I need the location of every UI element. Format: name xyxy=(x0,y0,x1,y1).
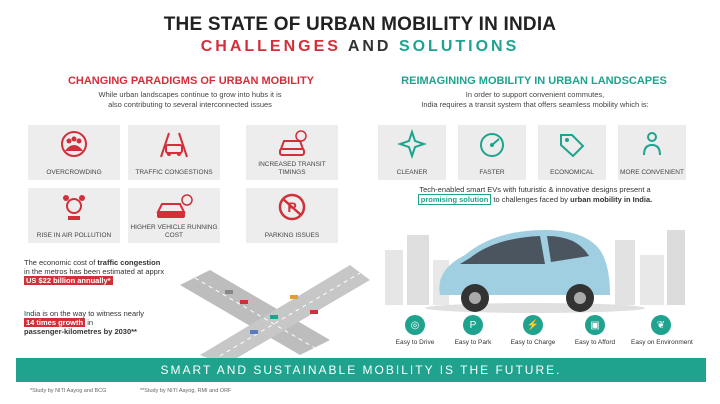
congestion-cost-note: The economic cost of traffic congestion … xyxy=(24,258,184,285)
tech-text: Tech-enabled smart EVs with futuristic &… xyxy=(419,185,651,194)
tile-label: MORE CONVENIENT xyxy=(620,168,684,176)
subtitle-challenges: CHALLENGES xyxy=(200,38,341,55)
easy-on-environment: ❦ Easy on Environment xyxy=(631,315,693,346)
electric-car-city-illustration xyxy=(385,230,685,313)
easy-to-afford: ▣ Easy to Afford xyxy=(565,315,625,346)
parking-icon: P xyxy=(463,315,483,335)
tile-label: OVERCROWDING xyxy=(46,168,102,176)
tile-more-convenient: MORE CONVENIENT xyxy=(618,125,686,180)
footnote-2: **Study by NITI Aayog, RMI and ORF xyxy=(140,388,232,394)
tile-label: RISE IN AIR POLLUTION xyxy=(36,231,112,239)
easy-label: Easy to Park xyxy=(454,339,492,346)
growth-note: India is on the way to witness nearly 14… xyxy=(24,309,184,336)
page-subtitle: CHALLENGES AND SOLUTIONS xyxy=(0,38,720,56)
note-text: The economic cost of xyxy=(24,258,98,267)
subtitle-solutions: SOLUTIONS xyxy=(398,38,520,55)
future-banner: SMART AND SUSTAINABLE MOBILITY IS THE FU… xyxy=(16,358,706,382)
left-intro-line-1: While urban landscapes continue to grow … xyxy=(98,90,282,99)
traffic-icon xyxy=(128,129,220,159)
charge-icon: ⚡ xyxy=(523,315,543,335)
person-icon xyxy=(618,129,686,159)
right-intro-line-2: India requires a transit system that off… xyxy=(421,100,649,109)
car-clock-icon xyxy=(246,129,338,159)
promising-solution-highlight: promising solution xyxy=(417,194,492,205)
right-section-heading: REIMAGINING MOBILITY IN URBAN LANDSCAPES xyxy=(401,75,667,87)
tile-label: CLEANER xyxy=(396,168,428,176)
car-cost-icon xyxy=(128,192,220,222)
right-intro: In order to support convenient commutes,… xyxy=(380,90,690,110)
left-section-heading: CHANGING PARADIGMS OF URBAN MOBILITY xyxy=(67,75,315,87)
tile-overcrowding: OVERCROWDING xyxy=(28,125,120,180)
note-text: in xyxy=(85,318,94,327)
tech-text: to challenges faced by xyxy=(491,195,571,204)
tile-parking-issues: P PARKING ISSUES xyxy=(246,188,338,243)
tile-traffic-congestions: TRAFFIC CONGESTIONS xyxy=(128,125,220,180)
easy-to-drive: ◎ Easy to Drive xyxy=(385,315,445,346)
tile-rise-in-air-pollution: RISE IN AIR POLLUTION xyxy=(28,188,120,243)
tile-label: INCREASED TRANSIT TIMINGS xyxy=(258,161,326,176)
tile-higher-vehicle-running-cost: HIGHER VEHICLE RUNNING COST xyxy=(128,188,220,243)
note-strong: traffic congestion xyxy=(97,258,161,267)
right-intro-line-1: In order to support convenient commutes, xyxy=(465,90,605,99)
congestion-cost-highlight: US $22 billion annually* xyxy=(24,276,113,285)
tile-label: PARKING ISSUES xyxy=(264,231,320,239)
tile-label: TRAFFIC CONGESTIONS xyxy=(135,168,213,176)
easy-label: Easy to Drive xyxy=(395,339,435,346)
easy-label: Easy on Environment xyxy=(631,339,693,346)
note-strong: passenger-kilometres by 2030** xyxy=(24,327,137,336)
easy-label: Easy to Afford xyxy=(574,339,616,346)
growth-highlight: 14 times growth xyxy=(24,318,86,327)
sparkle-icon xyxy=(378,129,446,159)
leaf-icon: ❦ xyxy=(651,315,671,335)
easy-benefits-row: ◎ Easy to Drive P Easy to Park ⚡ Easy to… xyxy=(385,315,693,353)
note-text: in the metros has been estimated at appr… xyxy=(24,267,165,276)
note-text: India is on the way to witness nearly xyxy=(24,309,145,318)
road-intersection-illustration xyxy=(180,265,370,365)
tile-label: FASTER xyxy=(479,168,505,176)
tile-label: ECONOMICAL xyxy=(550,168,594,176)
tech-strong: urban mobility in India. xyxy=(570,195,653,204)
no-parking-icon: P xyxy=(246,192,338,222)
easy-to-charge: ⚡ Easy to Charge xyxy=(503,315,563,346)
tech-statement: Tech-enabled smart EVs with futuristic &… xyxy=(380,185,690,205)
easy-label: Easy to Charge xyxy=(510,339,556,346)
page-title: THE STATE OF URBAN MOBILITY IN INDIA xyxy=(163,14,557,35)
easy-to-park: P Easy to Park xyxy=(443,315,503,346)
tile-faster: FASTER xyxy=(458,125,526,180)
left-intro-line-2: also contributing to several interconnec… xyxy=(108,100,272,109)
tile-label: HIGHER VEHICLE RUNNING COST xyxy=(130,224,218,239)
pollution-icon xyxy=(28,192,120,222)
left-intro: While urban landscapes continue to grow … xyxy=(40,90,340,110)
subtitle-and: AND xyxy=(347,38,392,55)
steering-icon: ◎ xyxy=(405,315,425,335)
tile-economical: ECONOMICAL xyxy=(538,125,606,180)
speedometer-icon xyxy=(458,129,526,159)
tile-cleaner: CLEANER xyxy=(378,125,446,180)
footnote-1: *Study by NITI Aayog and BCG xyxy=(30,388,107,394)
price-tag-icon xyxy=(538,129,606,159)
crowd-icon xyxy=(28,129,120,159)
wallet-icon: ▣ xyxy=(585,315,605,335)
tile-increased-transit-timings: INCREASED TRANSIT TIMINGS xyxy=(246,125,338,180)
